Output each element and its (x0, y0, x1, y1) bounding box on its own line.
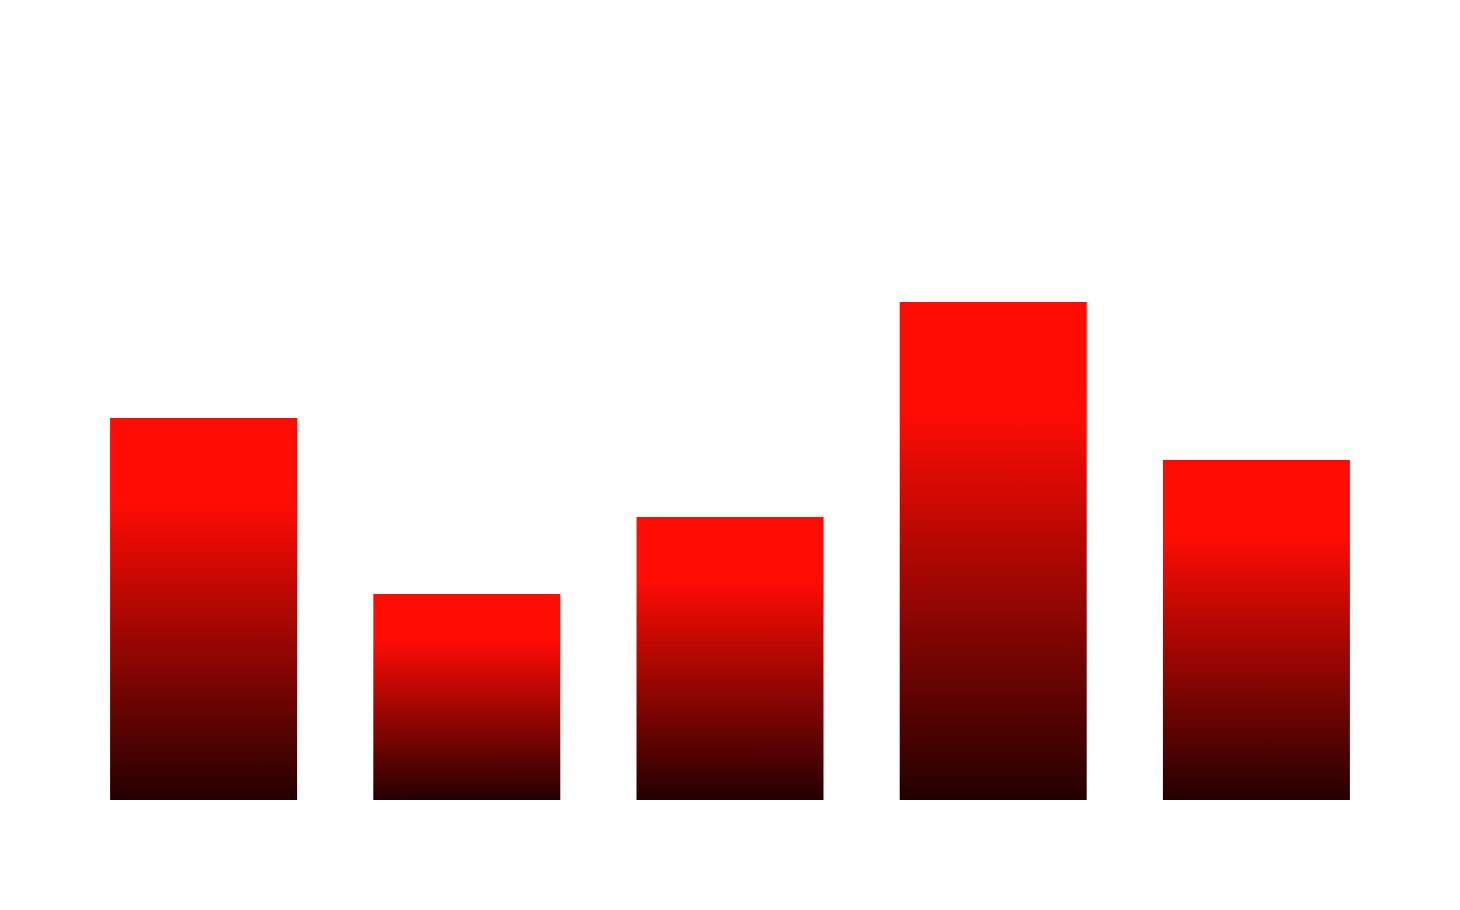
bar-5 (1162, 460, 1350, 800)
bars-group (110, 302, 1350, 800)
bar-2 (373, 594, 561, 800)
bar-4 (899, 302, 1087, 800)
bar-1 (110, 418, 298, 800)
bar-3 (636, 517, 824, 800)
